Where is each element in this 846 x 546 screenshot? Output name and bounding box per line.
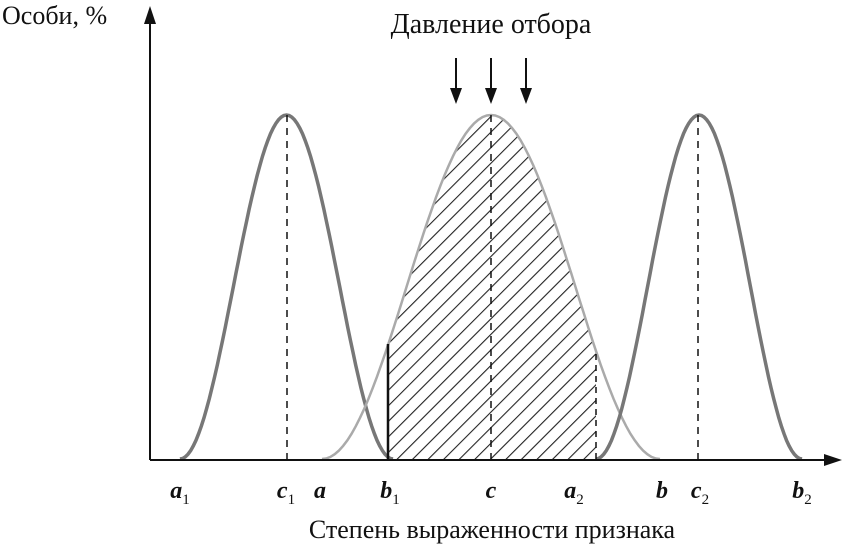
x-point-labels: a1 c1 a b1 c a2 b c2 b2 (170, 478, 812, 508)
label-a: a (314, 478, 326, 504)
y-axis-arrow (144, 6, 156, 24)
label-c2: c2 (691, 478, 709, 508)
pressure-arrows (450, 58, 532, 104)
label-b: b (656, 478, 668, 504)
right-distribution-curve (595, 113, 803, 461)
diagram-title: Давление отбора (391, 9, 592, 40)
x-axis-arrow (824, 454, 842, 466)
x-axis-label: Степень выраженности признака (309, 515, 676, 544)
hatched-selected-region (388, 115, 596, 459)
label-c1: c1 (277, 478, 295, 508)
y-axis-label: Особи, % (2, 1, 107, 30)
label-b1: b1 (380, 478, 400, 508)
label-a1: a1 (170, 478, 190, 508)
label-b2: b2 (792, 478, 812, 508)
label-a2: a2 (564, 478, 584, 508)
label-c: c (486, 478, 497, 504)
